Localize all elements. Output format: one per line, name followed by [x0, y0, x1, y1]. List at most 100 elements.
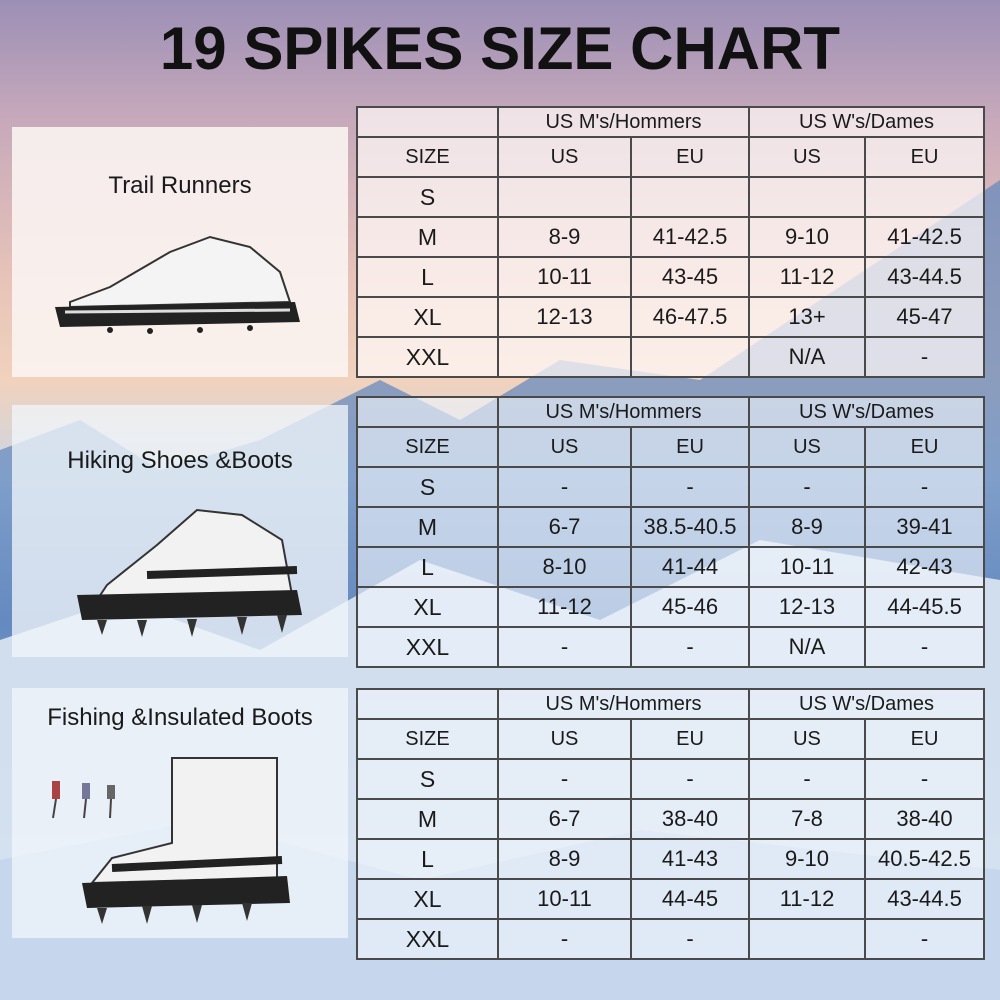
trail-runner-shoe-icon	[55, 235, 300, 334]
table-cell: 40.5-42.5	[864, 838, 986, 880]
sub-header-row: SIZE US EU US EU	[356, 426, 986, 468]
table-cell: N/A	[748, 336, 867, 378]
table-cell: 8-9	[497, 838, 632, 880]
table-row: M 6-7 38.5-40.5 8-9 39-41	[356, 506, 986, 548]
table-cell: 43-44.5	[864, 256, 986, 298]
hikers-photo	[52, 781, 115, 819]
group-header-row: US M's/Hommers US W's/Dames	[356, 106, 986, 138]
empty-cell	[356, 396, 499, 428]
group-header-women: US W's/Dames	[748, 688, 986, 720]
column-header: EU	[629, 136, 751, 178]
table-cell: -	[748, 758, 867, 800]
column-header: SIZE	[356, 136, 499, 178]
group-header-men: US M's/Hommers	[496, 688, 751, 720]
table-cell: 11-12	[748, 256, 867, 298]
column-header: SIZE	[356, 426, 499, 468]
column-header: EU	[629, 426, 751, 468]
table-row: L 8-10 41-44 10-11 42-43	[356, 546, 986, 588]
table-cell: 43-44.5	[864, 878, 986, 920]
table-cell: 45-46	[629, 586, 751, 628]
table-cell: 46-47.5	[629, 296, 751, 338]
table-row: L 10-11 43-45 11-12 43-44.5	[356, 256, 986, 298]
table-cell: -	[497, 466, 632, 508]
table-cell: -	[497, 758, 632, 800]
table-cell: 38.5-40.5	[629, 506, 751, 548]
table-cell: N/A	[748, 626, 867, 668]
table-cell: 6-7	[497, 506, 632, 548]
table-cell: 42-43	[864, 546, 986, 588]
table-cell	[497, 176, 632, 218]
table-cell: 39-41	[864, 506, 986, 548]
table-cell: -	[629, 918, 751, 960]
column-header: US	[748, 718, 867, 760]
size-cell: L	[356, 256, 499, 298]
size-cell: L	[356, 838, 499, 880]
table-cell: 8-9	[497, 216, 632, 258]
column-header: EU	[864, 426, 986, 468]
column-header: SIZE	[356, 718, 499, 760]
empty-cell	[356, 106, 499, 138]
table-cell: 8-9	[748, 506, 867, 548]
hiking-boot-icon	[77, 508, 302, 637]
column-header: US	[497, 718, 632, 760]
size-cell: L	[356, 546, 499, 588]
table-row: M 8-9 41-42.5 9-10 41-42.5	[356, 216, 986, 258]
table-row: XXL - - N/A -	[356, 626, 986, 668]
size-cell: S	[356, 176, 499, 218]
table-cell: 10-11	[497, 256, 632, 298]
group-header-women: US W's/Dames	[748, 396, 986, 428]
section-panel-trail-runners: Trail Runners	[12, 127, 348, 377]
table-cell	[629, 336, 751, 378]
section-label: Trail Runners	[108, 172, 252, 199]
table-cell: 12-13	[748, 586, 867, 628]
size-cell: XXL	[356, 626, 499, 668]
column-header: EU	[864, 718, 986, 760]
table-row: S----	[356, 466, 986, 508]
table-row: XL 11-12 45-46 12-13 44-45.5	[356, 586, 986, 628]
table-cell: 38-40	[629, 798, 751, 840]
table-cell	[748, 918, 867, 960]
table-cell: 6-7	[497, 798, 632, 840]
table-cell: 8-10	[497, 546, 632, 588]
size-table-hiking: US M's/Hommers US W's/Dames SIZE US EU US EU S -…	[356, 396, 986, 668]
size-cell: M	[356, 506, 499, 548]
table-cell: 11-12	[497, 586, 632, 628]
size-cell: XXL	[356, 336, 499, 378]
group-header-men: US M's/Hommers	[496, 396, 751, 428]
table-cell: 44-45	[629, 878, 751, 920]
table-cell: -	[864, 918, 986, 960]
table-cell: 7-8	[748, 798, 867, 840]
table-cell: 45-47	[864, 296, 986, 338]
size-cell: S	[356, 466, 499, 508]
table-cell: 41-42.5	[629, 216, 751, 258]
table-row: M 6-7 38-40 7-8 38-40	[356, 798, 986, 840]
table-cell: -	[864, 336, 986, 378]
column-header: US	[497, 136, 632, 178]
table-cell: -	[748, 466, 867, 508]
table-row: S----	[356, 758, 986, 800]
table-row: XL 10-11 44-45 11-12 43-44.5	[356, 878, 986, 920]
table-cell: 41-44	[629, 546, 751, 588]
size-cell: S	[356, 758, 499, 800]
size-table-insulated: US M's/Hommers US W's/Dames SIZE US EU US EU S -…	[356, 688, 986, 960]
empty-cell	[356, 688, 499, 720]
group-header-row: US M's/Hommers US W's/Dames	[356, 396, 986, 428]
table-cell: 13+	[748, 296, 867, 338]
size-cell: XXL	[356, 918, 499, 960]
group-header-women: US W's/Dames	[748, 106, 986, 138]
table-cell: -	[497, 918, 632, 960]
table-cell	[748, 176, 867, 218]
table-cell: 12-13	[497, 296, 632, 338]
table-cell	[629, 176, 751, 218]
size-cell: M	[356, 216, 499, 258]
table-cell: -	[629, 466, 751, 508]
size-table-trail-runners: US M's/Hommers US W's/Dames SIZE US EU US EU S M…	[356, 106, 986, 378]
column-header: US	[497, 426, 632, 468]
sub-header-row: SIZE US EU US EU	[356, 718, 986, 760]
section-label: Fishing &Insulated Boots	[47, 704, 313, 731]
table-row: XL 12-13 46-47.5 13+ 45-47	[356, 296, 986, 338]
table-cell: -	[497, 626, 632, 668]
size-cell: XL	[356, 296, 499, 338]
table-cell: 10-11	[497, 878, 632, 920]
table-cell: -	[864, 466, 986, 508]
